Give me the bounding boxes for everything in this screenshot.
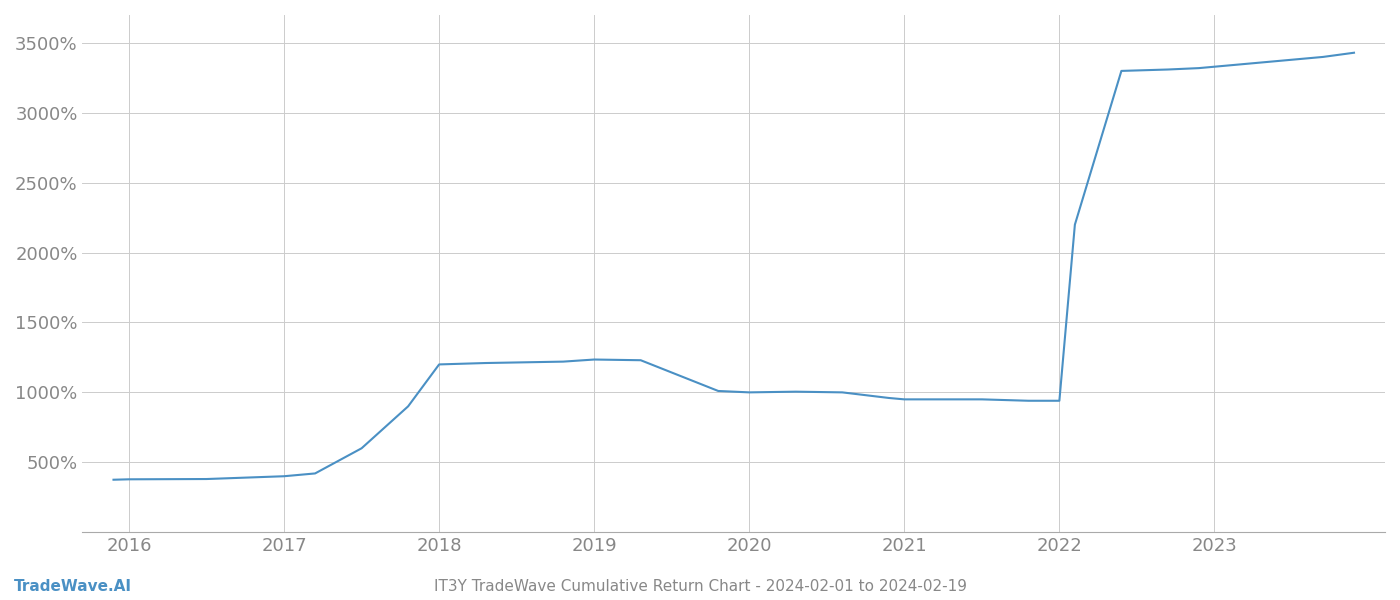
Text: TradeWave.AI: TradeWave.AI: [14, 579, 132, 594]
Text: IT3Y TradeWave Cumulative Return Chart - 2024-02-01 to 2024-02-19: IT3Y TradeWave Cumulative Return Chart -…: [434, 579, 966, 594]
